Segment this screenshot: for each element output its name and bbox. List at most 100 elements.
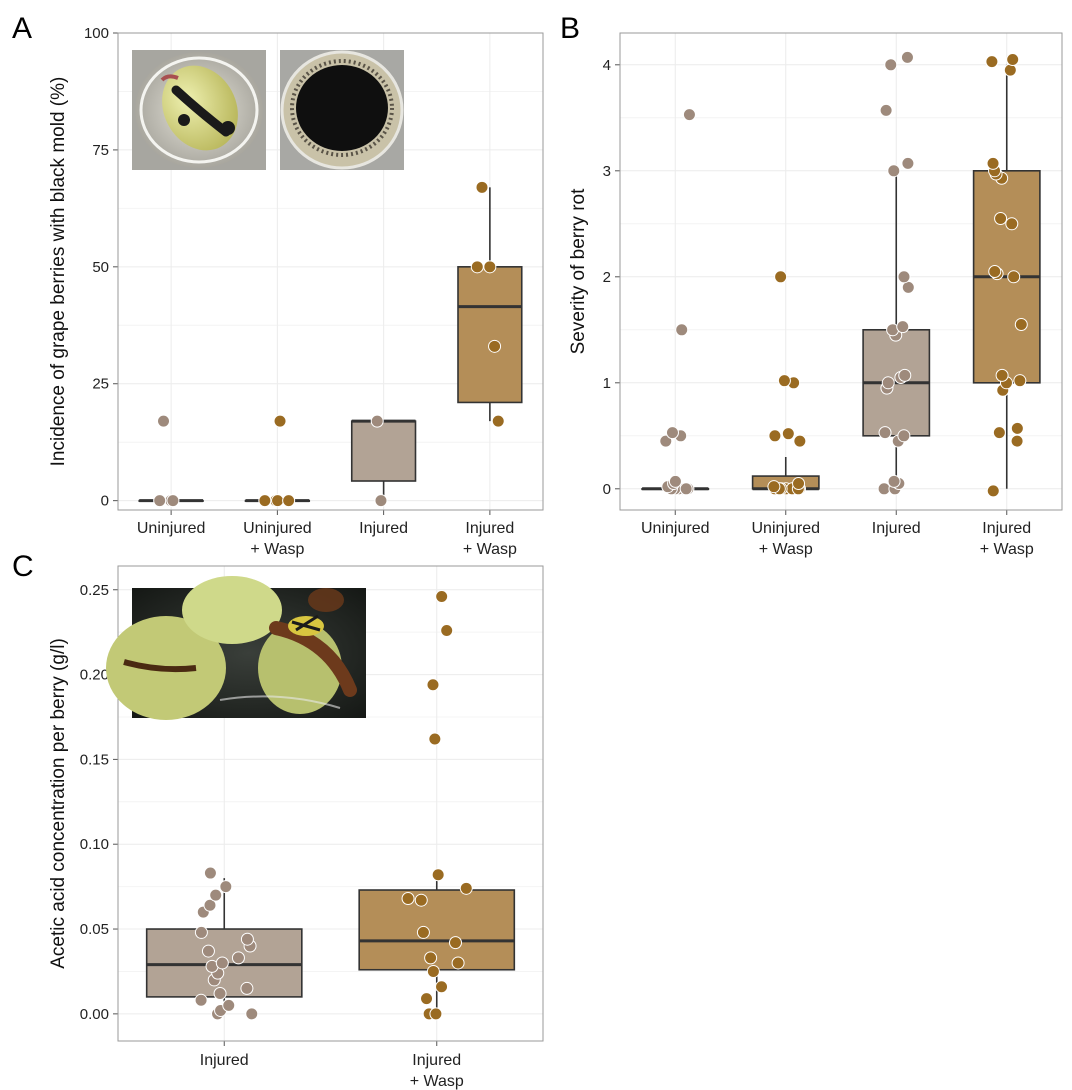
data-point bbox=[488, 339, 502, 353]
y-tick-label: 100 bbox=[84, 25, 109, 42]
data-point bbox=[166, 494, 180, 508]
data-point bbox=[781, 427, 795, 441]
wasp-on-berry-photo bbox=[106, 576, 366, 720]
data-point bbox=[219, 880, 233, 894]
data-point bbox=[774, 270, 788, 284]
data-point bbox=[879, 103, 893, 117]
data-point bbox=[483, 260, 497, 274]
plot-frame bbox=[117, 32, 544, 511]
x-tick-label: Injured + Wasp bbox=[463, 520, 517, 558]
data-point bbox=[1013, 374, 1027, 388]
x-tick-label: Injured bbox=[872, 520, 921, 537]
data-point bbox=[668, 474, 682, 488]
data-point bbox=[231, 951, 245, 965]
data-point bbox=[878, 426, 892, 440]
y-tick-label: 0 bbox=[101, 493, 109, 510]
data-point bbox=[215, 956, 229, 970]
panel-b: B 0 1 2 3 4 Severity of berry rot Uninjured Uni… bbox=[560, 12, 1063, 558]
data-point bbox=[431, 868, 445, 882]
data-point bbox=[877, 482, 891, 496]
panel-letter-b: B bbox=[560, 12, 580, 45]
y-tick-label: 50 bbox=[92, 259, 109, 276]
panel-letter-a: A bbox=[12, 12, 32, 45]
data-point bbox=[682, 108, 696, 122]
data-point bbox=[273, 414, 287, 428]
y-tick-label: 4 bbox=[603, 57, 611, 74]
x-tick-label: Injured + Wasp bbox=[410, 1052, 464, 1090]
data-point bbox=[665, 426, 679, 440]
y-tick-label: 0.25 bbox=[80, 582, 109, 599]
x-tick-label: Injured + Wasp bbox=[980, 520, 1034, 558]
y-axis-label: Severity of berry rot bbox=[568, 188, 589, 354]
data-point bbox=[475, 180, 489, 194]
data-point bbox=[271, 494, 285, 508]
data-point bbox=[992, 426, 1006, 440]
data-point bbox=[201, 944, 215, 958]
y-axis-label: Incidence of grape berries with black mo… bbox=[48, 77, 69, 467]
data-point bbox=[1010, 434, 1024, 448]
data-point bbox=[988, 265, 1002, 278]
data-point bbox=[258, 494, 272, 508]
x-tick-label: Uninjured + Wasp bbox=[243, 520, 311, 558]
data-point bbox=[901, 156, 915, 170]
panel-a: A 0 25 50 75 100 Incidence of grape berries w… bbox=[12, 12, 544, 558]
data-point bbox=[194, 925, 208, 939]
data-point bbox=[470, 260, 484, 274]
data-point bbox=[222, 998, 236, 1012]
data-point bbox=[374, 494, 388, 508]
data-point bbox=[448, 936, 462, 950]
data-point bbox=[897, 429, 911, 443]
data-point bbox=[426, 964, 440, 978]
data-point bbox=[679, 482, 693, 496]
data-point bbox=[1014, 318, 1028, 331]
x-tick-label: Uninjured + Wasp bbox=[752, 520, 820, 558]
data-point bbox=[1007, 270, 1021, 284]
data-point bbox=[898, 368, 912, 382]
data-point bbox=[767, 480, 781, 494]
y-tick-label: 1 bbox=[603, 375, 611, 392]
data-point bbox=[435, 590, 449, 604]
data-point bbox=[420, 992, 434, 1006]
data-point bbox=[986, 156, 1000, 170]
x-tick-label: Injured bbox=[359, 520, 408, 537]
data-point bbox=[429, 1007, 443, 1021]
x-tick-label: Injured bbox=[200, 1052, 249, 1069]
data-point bbox=[401, 892, 415, 905]
data-point bbox=[995, 368, 1009, 382]
data-point bbox=[777, 374, 791, 388]
data-point bbox=[240, 981, 254, 995]
y-axis-label: Acetic acid concentration per berry (g/l… bbox=[48, 638, 69, 969]
y-tick-label: 0.05 bbox=[80, 921, 109, 938]
box-body bbox=[350, 420, 417, 482]
data-point bbox=[203, 866, 217, 880]
data-point bbox=[1006, 53, 1020, 66]
y-tick-label: 0.00 bbox=[80, 1006, 109, 1023]
data-point bbox=[884, 58, 898, 72]
x-tick-label: Uninjured bbox=[137, 520, 205, 537]
data-point bbox=[887, 474, 901, 488]
panel-letter-c: C bbox=[12, 550, 34, 583]
data-point bbox=[985, 55, 999, 69]
data-point bbox=[428, 732, 442, 746]
plot-frame bbox=[117, 565, 544, 1042]
box-3 bbox=[350, 419, 417, 501]
y-tick-label: 0.20 bbox=[80, 667, 109, 684]
data-point bbox=[768, 429, 782, 443]
data-point bbox=[792, 477, 806, 490]
y-tick-label: 0 bbox=[603, 481, 611, 498]
data-point bbox=[282, 494, 296, 508]
panel-c: C 0.00 0.05 0.10 0.15 0.20 0.25 Acetic acid co… bbox=[12, 550, 544, 1090]
y-tick-label: 75 bbox=[92, 142, 109, 159]
data-point bbox=[491, 414, 505, 428]
data-point bbox=[416, 925, 430, 939]
data-point bbox=[370, 414, 384, 428]
data-point bbox=[793, 434, 807, 448]
plot-frame bbox=[619, 32, 1063, 511]
data-point bbox=[194, 993, 208, 1007]
data-point bbox=[424, 951, 438, 965]
data-point bbox=[209, 888, 223, 902]
data-point bbox=[414, 893, 428, 907]
data-point bbox=[1010, 421, 1024, 435]
data-point bbox=[157, 414, 171, 428]
